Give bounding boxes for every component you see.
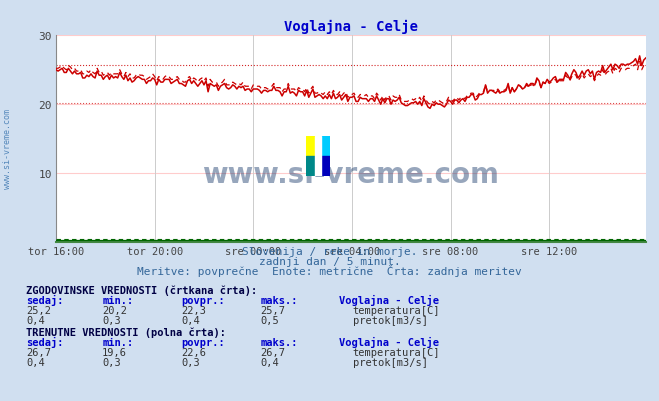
Text: 0,4: 0,4 [26, 316, 45, 326]
Text: 0,3: 0,3 [181, 357, 200, 367]
Text: ZGODOVINSKE VREDNOSTI (črtkana črta):: ZGODOVINSKE VREDNOSTI (črtkana črta): [26, 285, 258, 296]
Text: Voglajna - Celje: Voglajna - Celje [339, 295, 440, 306]
Bar [318, 156, 330, 176]
Bar [306, 136, 318, 156]
Text: maks.:: maks.: [260, 296, 298, 306]
Text: 25,2: 25,2 [26, 306, 51, 316]
Text: povpr.:: povpr.: [181, 337, 225, 347]
Text: 22,6: 22,6 [181, 347, 206, 357]
Text: 19,6: 19,6 [102, 347, 127, 357]
Text: Slovenija / reke in morje.: Slovenija / reke in morje. [242, 247, 417, 257]
Text: 0,4: 0,4 [260, 357, 279, 367]
Title: Voglajna - Celje: Voglajna - Celje [284, 19, 418, 34]
Text: 22,3: 22,3 [181, 306, 206, 316]
Text: Meritve: povprečne  Enote: metrične  Črta: zadnja meritev: Meritve: povprečne Enote: metrične Črta:… [137, 265, 522, 277]
Text: temperatura[C]: temperatura[C] [353, 306, 440, 316]
Polygon shape [314, 136, 322, 176]
Text: 0,4: 0,4 [181, 316, 200, 326]
Text: 26,7: 26,7 [260, 347, 285, 357]
Text: pretok[m3/s]: pretok[m3/s] [353, 357, 428, 367]
Text: maks.:: maks.: [260, 337, 298, 347]
Text: 20,2: 20,2 [102, 306, 127, 316]
Bar [318, 136, 330, 156]
Text: pretok[m3/s]: pretok[m3/s] [353, 316, 428, 326]
Text: www.si-vreme.com: www.si-vreme.com [3, 108, 13, 188]
Text: TRENUTNE VREDNOSTI (polna črta):: TRENUTNE VREDNOSTI (polna črta): [26, 326, 226, 337]
Text: 25,7: 25,7 [260, 306, 285, 316]
Text: 0,3: 0,3 [102, 357, 121, 367]
Text: min.:: min.: [102, 296, 133, 306]
Text: min.:: min.: [102, 337, 133, 347]
Bar [306, 156, 318, 176]
Text: www.si-vreme.com: www.si-vreme.com [202, 160, 500, 188]
Text: sedaj:: sedaj: [26, 336, 64, 347]
Text: 0,5: 0,5 [260, 316, 279, 326]
Text: 0,4: 0,4 [26, 357, 45, 367]
Text: zadnji dan / 5 minut.: zadnji dan / 5 minut. [258, 257, 401, 267]
Text: povpr.:: povpr.: [181, 296, 225, 306]
Text: Voglajna - Celje: Voglajna - Celje [339, 336, 440, 347]
Text: temperatura[C]: temperatura[C] [353, 347, 440, 357]
Text: 26,7: 26,7 [26, 347, 51, 357]
Text: sedaj:: sedaj: [26, 295, 64, 306]
Text: 0,3: 0,3 [102, 316, 121, 326]
